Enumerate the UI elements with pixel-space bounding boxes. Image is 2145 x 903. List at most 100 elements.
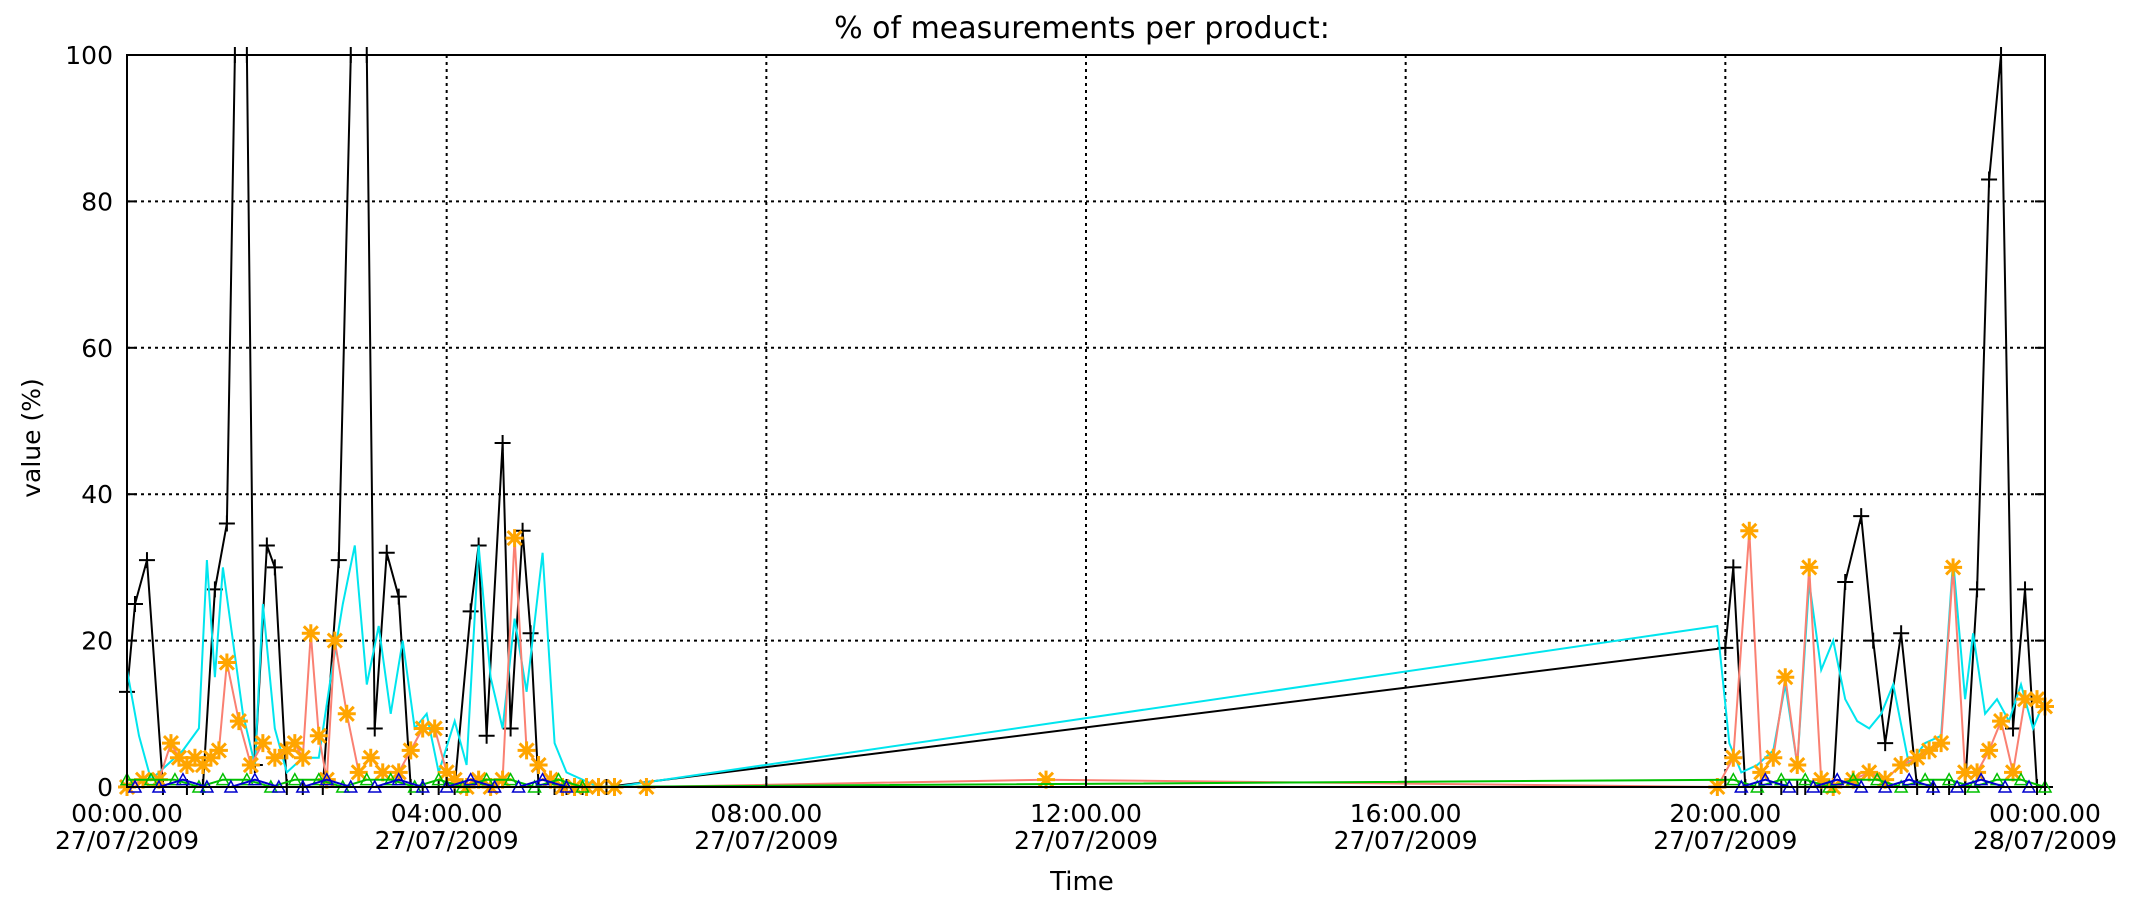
data-point-marker: [169, 748, 188, 767]
data-point-marker: [311, 772, 327, 786]
y-tick-label: 60: [81, 334, 113, 363]
data-point-marker: [239, 772, 255, 786]
data-point-marker: [218, 515, 235, 532]
data-point-marker: [253, 734, 272, 753]
data-point-marker: [366, 720, 383, 737]
data-point-marker: [209, 741, 228, 760]
data-point-marker: [337, 704, 356, 723]
data-point-marker: [391, 772, 406, 786]
x-tick-label-time: 00:00.00: [1989, 799, 2101, 828]
data-point-marker: [1956, 763, 1975, 782]
x-tick-label-time: 08:00.00: [710, 799, 822, 828]
series-line: [127, 778, 2046, 789]
data-point-marker: [325, 631, 344, 650]
data-point-marker: [2016, 690, 2035, 709]
data-point-marker: [529, 756, 548, 775]
data-point-marker: [287, 772, 303, 786]
data-point-marker: [1800, 558, 1819, 577]
data-point-marker: [309, 726, 328, 745]
data-point-marker: [514, 522, 531, 539]
data-point-marker: [1981, 171, 1998, 188]
data-point-marker: [1776, 668, 1795, 687]
data-point-marker: [1877, 735, 1894, 752]
data-point-marker: [1944, 558, 1963, 577]
data-point-marker: [522, 625, 539, 642]
data-point-marker: [1837, 574, 1854, 591]
data-point-marker: [126, 596, 143, 612]
data-point-marker: [1968, 763, 1987, 782]
data-point-marker: [463, 772, 478, 786]
data-point-marker: [1920, 741, 1939, 760]
x-tick-label-time: 04:00.00: [391, 799, 503, 828]
data-point-marker: [215, 772, 231, 786]
data-point-marker: [1901, 772, 1917, 786]
y-tick-label: 100: [65, 41, 113, 70]
x-tick-label-date: 27/07/2009: [694, 826, 838, 855]
y-tick-label: 20: [81, 627, 113, 656]
data-point-marker: [535, 772, 550, 786]
data-point-marker: [445, 770, 464, 789]
data-point-marker: [1788, 756, 1807, 775]
data-point-marker: [383, 772, 398, 786]
y-tick-label: 80: [81, 187, 113, 216]
data-point-marker: [349, 763, 368, 782]
data-point-marker: [293, 748, 312, 767]
data-point-marker: [138, 552, 155, 569]
data-point-marker: [175, 772, 191, 786]
y-tick-label: 40: [81, 480, 113, 509]
data-point-marker: [1853, 508, 1870, 525]
data-point-marker: [494, 434, 511, 451]
data-point-marker: [193, 756, 212, 775]
data-point-marker: [1740, 521, 1759, 540]
data-point-marker: [401, 741, 420, 760]
y-axis-label: value (%): [17, 378, 46, 498]
data-point-marker: [478, 727, 495, 744]
data-point-marker: [1892, 756, 1911, 775]
data-point-marker: [425, 719, 444, 738]
data-point-marker: [143, 772, 159, 786]
data-point-marker: [1932, 734, 1951, 753]
data-point-marker: [413, 719, 432, 738]
data-point-marker: [1829, 772, 1845, 786]
data-point-marker: [1860, 763, 1879, 782]
data-point-marker: [390, 588, 407, 605]
data-point-marker: [229, 712, 248, 731]
x-axis-label: Time: [1049, 867, 1114, 897]
data-point-marker: [431, 772, 446, 786]
chart-title: % of measurements per product:: [834, 11, 1330, 46]
data-point-marker: [247, 772, 263, 786]
data-point-marker: [1812, 770, 1831, 789]
data-point-marker: [1726, 772, 1741, 786]
data-point-marker: [330, 552, 347, 569]
data-point-marker: [359, 772, 375, 786]
data-point-marker: [1969, 581, 1986, 598]
tick-labels: 02040608010000:00.0027/07/200904:00.0027…: [55, 41, 2117, 855]
data-point-marker: [1752, 763, 1771, 782]
data-point-marker: [1980, 741, 1999, 760]
data-point-marker: [161, 734, 180, 753]
data-point-marker: [2013, 772, 2029, 786]
x-tick-label-date: 27/07/2009: [1334, 826, 1478, 855]
x-tick-label-time: 16:00.00: [1350, 799, 1462, 828]
x-tick-label-date: 28/07/2009: [1973, 826, 2117, 855]
data-point-marker: [277, 741, 296, 760]
x-tick-label-date: 27/07/2009: [1653, 826, 1797, 855]
data-point-marker: [285, 734, 304, 753]
data-point-marker: [266, 559, 283, 576]
data-point-marker: [1724, 748, 1743, 767]
data-point-marker: [437, 763, 456, 782]
data-point-marker: [167, 772, 183, 786]
data-point-marker: [1941, 772, 1957, 786]
data-point-marker: [517, 741, 536, 760]
data-point-marker: [503, 772, 518, 786]
data-point-marker: [217, 653, 236, 672]
data-point-marker: [301, 624, 320, 643]
data-point-marker: [1758, 772, 1773, 786]
data-point-marker: [319, 772, 335, 786]
data-point-marker: [1865, 632, 1882, 649]
x-tick-label-time: 12:00.00: [1030, 799, 1142, 828]
x-tick-label-time: 00:00.00: [71, 799, 183, 828]
data-point-marker: [505, 529, 524, 548]
